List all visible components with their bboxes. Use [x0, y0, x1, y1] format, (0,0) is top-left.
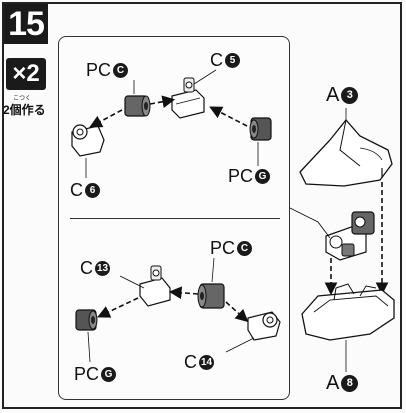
part-number-badge: 8	[341, 375, 359, 392]
assembly-arrow	[168, 286, 199, 300]
part-number-badge: 3	[341, 87, 359, 104]
page-frame	[2, 2, 402, 409]
label-pc-g-bottom: PC G	[74, 364, 117, 385]
label-pc-c-top: PC C	[86, 60, 129, 81]
polycap-part	[197, 283, 225, 309]
panel-divider	[70, 218, 280, 219]
label-prefix: C	[70, 180, 83, 200]
assembly-arrow	[89, 109, 123, 128]
joint-part	[139, 265, 171, 307]
label-c5: C 5	[210, 50, 240, 71]
label-prefix: PC	[210, 238, 236, 258]
part-number-badge: 6	[85, 183, 100, 198]
part-number-badge: G	[101, 367, 117, 382]
part-number-badge: C	[237, 241, 253, 256]
part-number-badge: C	[113, 63, 129, 78]
shell-part-upper	[299, 118, 393, 187]
assembly-arrow	[209, 106, 248, 127]
label-a3: A 3	[326, 84, 359, 107]
make-count-text: 2個作る	[3, 103, 46, 117]
joint-part	[171, 77, 205, 119]
assembly-arrow	[149, 95, 176, 109]
label-prefix: PC	[228, 166, 254, 186]
label-prefix: C	[210, 50, 223, 70]
label-c6: C 6	[70, 180, 100, 201]
ruby-text: こつく	[13, 96, 32, 102]
quantity-badge: ×2	[6, 58, 46, 90]
label-a8: A 8	[326, 372, 359, 395]
part-number-badge: 13	[95, 261, 110, 276]
label-prefix: A	[326, 84, 340, 106]
polycap-part	[124, 95, 151, 117]
label-pc-c-bottom: PC C	[210, 238, 253, 259]
label-c13: C 13	[80, 258, 110, 279]
assembly-arrow	[225, 301, 249, 323]
part-number-badge: G	[255, 169, 271, 184]
end-part	[71, 124, 105, 157]
label-prefix: C	[184, 352, 197, 372]
label-prefix: A	[326, 372, 340, 394]
shell-part-lower	[301, 283, 395, 341]
assembled-joint	[325, 211, 375, 261]
part-number-badge: 14	[199, 355, 214, 370]
assembly-arrow	[97, 297, 139, 318]
label-prefix: PC	[74, 364, 100, 384]
polycap-part	[75, 309, 98, 331]
label-prefix: PC	[86, 60, 112, 80]
label-pc-g-top: PC G	[228, 166, 271, 187]
step-number: 15	[4, 4, 48, 44]
part-number-badge: 5	[225, 53, 240, 68]
label-c14: C 14	[184, 352, 214, 373]
polycap-part	[249, 117, 272, 141]
label-prefix: C	[80, 258, 93, 278]
end-part	[247, 311, 281, 341]
